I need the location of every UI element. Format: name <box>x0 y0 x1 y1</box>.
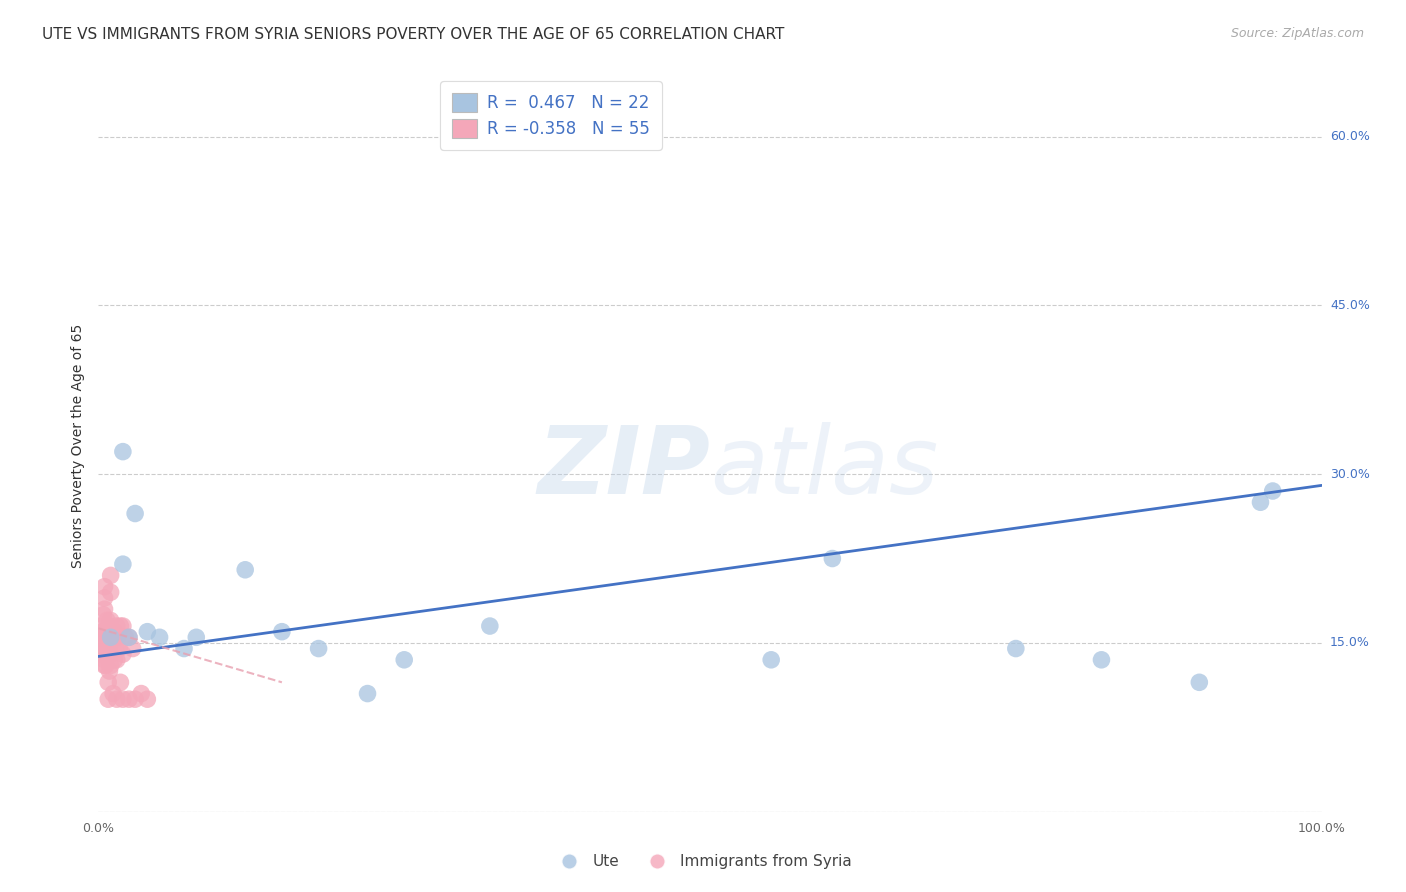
Point <box>100 658 122 673</box>
Text: UTE VS IMMIGRANTS FROM SYRIA SENIORS POVERTY OVER THE AGE OF 65 CORRELATION CHAR: UTE VS IMMIGRANTS FROM SYRIA SENIORS POV… <box>42 27 785 42</box>
Point <box>103 653 125 667</box>
Point <box>129 687 152 701</box>
Point <box>356 687 378 701</box>
Point <box>1090 653 1112 667</box>
Point <box>98 619 121 633</box>
Point <box>270 624 294 639</box>
Point <box>105 653 128 667</box>
Text: 60.0%: 60.0% <box>1330 130 1369 143</box>
Point <box>111 557 134 571</box>
Point <box>111 692 134 706</box>
Point <box>96 647 118 661</box>
Point <box>821 551 844 566</box>
Text: 30.0%: 30.0% <box>1330 467 1369 481</box>
Point <box>100 568 122 582</box>
Point <box>93 602 115 616</box>
Point <box>93 591 115 605</box>
Point <box>1188 675 1211 690</box>
Point <box>91 607 114 622</box>
Point <box>96 614 118 628</box>
Point <box>98 664 121 678</box>
Point <box>1261 483 1284 498</box>
Point <box>118 692 141 706</box>
Point <box>90 630 112 644</box>
Point <box>149 630 172 644</box>
Text: Source: ZipAtlas.com: Source: ZipAtlas.com <box>1230 27 1364 40</box>
Point <box>101 687 124 701</box>
Text: atlas: atlas <box>710 423 938 514</box>
Point <box>121 641 143 656</box>
Legend: Ute, Immigrants from Syria: Ute, Immigrants from Syria <box>548 848 858 875</box>
Point <box>93 658 115 673</box>
Point <box>111 444 134 458</box>
Point <box>114 630 136 644</box>
Point <box>93 636 115 650</box>
Point <box>94 658 117 673</box>
Point <box>105 630 128 644</box>
Point <box>124 692 146 706</box>
Point <box>103 624 125 639</box>
Point <box>118 630 141 644</box>
Y-axis label: Seniors Poverty Over the Age of 65: Seniors Poverty Over the Age of 65 <box>70 324 84 568</box>
Point <box>136 692 159 706</box>
Legend: R =  0.467   N = 22, R = -0.358   N = 55: R = 0.467 N = 22, R = -0.358 N = 55 <box>440 81 662 150</box>
Point <box>108 641 131 656</box>
Point <box>111 619 134 633</box>
Point <box>93 647 115 661</box>
Point <box>93 641 115 656</box>
Point <box>100 614 122 628</box>
Point <box>761 653 783 667</box>
Point <box>107 630 129 644</box>
Point <box>308 641 330 656</box>
Point <box>1249 495 1271 509</box>
Point <box>118 630 141 644</box>
Point <box>91 647 114 661</box>
Point <box>233 563 256 577</box>
Point <box>100 647 122 661</box>
Point <box>97 624 120 639</box>
Point <box>93 580 115 594</box>
Text: 15.0%: 15.0% <box>1330 636 1369 649</box>
Point <box>105 619 128 633</box>
Text: ZIP: ZIP <box>537 422 710 514</box>
Point <box>136 624 159 639</box>
Point <box>91 624 114 639</box>
Point <box>392 653 416 667</box>
Point <box>111 647 134 661</box>
Text: 45.0%: 45.0% <box>1330 299 1369 312</box>
Point <box>100 636 122 650</box>
Point <box>90 619 112 633</box>
Point <box>101 630 124 644</box>
Point <box>93 630 115 644</box>
Point <box>173 641 195 656</box>
Point <box>186 630 208 644</box>
Point <box>124 507 146 521</box>
Point <box>100 585 122 599</box>
Point <box>104 641 127 656</box>
Point <box>97 675 120 690</box>
Point <box>105 692 128 706</box>
Point <box>97 692 120 706</box>
Point <box>110 675 132 690</box>
Point <box>100 624 122 639</box>
Point <box>110 619 132 633</box>
Point <box>1004 641 1026 656</box>
Point <box>100 630 122 644</box>
Point <box>91 641 114 656</box>
Point <box>478 619 501 633</box>
Point <box>94 630 117 644</box>
Point <box>93 653 115 667</box>
Point <box>93 624 115 639</box>
